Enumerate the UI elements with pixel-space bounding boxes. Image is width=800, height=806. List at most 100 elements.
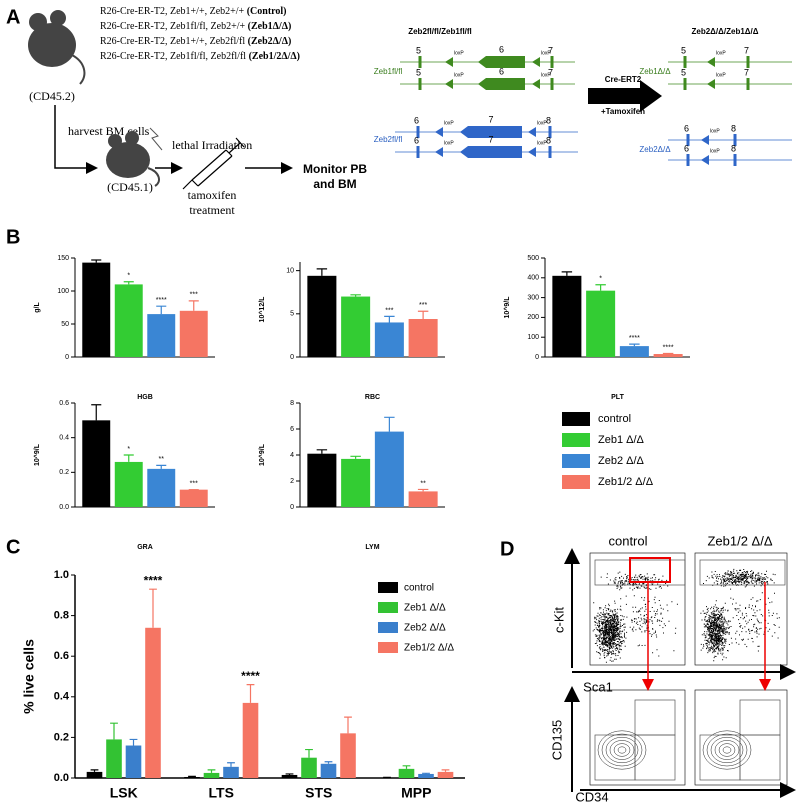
significance: *** <box>190 481 198 488</box>
error-bar <box>90 769 99 772</box>
bar <box>82 262 111 357</box>
legend-swatch <box>562 475 590 489</box>
contour <box>718 743 736 757</box>
monitor-label: Monitor PB <box>303 162 367 176</box>
error-bar <box>149 588 157 628</box>
exon <box>416 146 420 158</box>
diagram-title: Zeb2Δ/Δ/Zeb1Δ/Δ <box>691 27 758 36</box>
bar <box>145 627 161 778</box>
bar <box>281 774 298 778</box>
bar <box>408 491 438 507</box>
exon-label: 6 <box>684 143 689 153</box>
bar <box>340 733 356 778</box>
x-axis-label: PLT <box>611 394 624 401</box>
exon-label: 7 <box>488 114 493 124</box>
flow-events <box>700 568 780 662</box>
loxp-site <box>435 127 443 137</box>
panel-label: A <box>6 6 20 28</box>
legend-label: Zeb1/2 Δ/Δ <box>598 476 654 488</box>
legend-swatch <box>378 642 398 653</box>
y-tick-label: 4 <box>290 452 294 459</box>
y-tick-label: 0.2 <box>59 469 69 476</box>
error-bar <box>207 769 216 773</box>
contour <box>605 736 639 764</box>
bar <box>301 757 317 778</box>
exon <box>548 146 552 158</box>
exon <box>686 154 690 166</box>
legend-swatch <box>562 454 590 468</box>
y-tick-label: 0.6 <box>54 650 69 662</box>
error-bar <box>324 761 333 764</box>
exon-label: 8 <box>731 143 736 153</box>
tamoxifen-label: +Tamoxifen <box>601 107 645 116</box>
x-axis-label: GRA <box>137 544 153 551</box>
exon <box>416 126 420 138</box>
loxp-label: loxP <box>444 140 454 146</box>
genotype-text: R26-Cre-ER-T2, Zeb1fl/fl, Zeb2fl/fl <box>100 51 249 62</box>
bar <box>223 766 239 778</box>
loxp-site <box>445 79 453 89</box>
loxp-site <box>528 147 536 157</box>
significance: **** <box>144 573 163 587</box>
panel-label: C <box>6 536 20 558</box>
exon-label: 8 <box>731 123 736 133</box>
exon <box>733 154 737 166</box>
contour <box>706 733 748 767</box>
legend-label: control <box>598 413 631 425</box>
loxp-label: loxP <box>710 148 720 154</box>
exon-label: 5 <box>681 67 686 77</box>
condition-label: control <box>608 533 647 548</box>
axis-label: CD34 <box>575 789 608 804</box>
error-bar <box>305 748 313 758</box>
error-bar <box>188 300 199 311</box>
gate <box>699 559 786 586</box>
legend-swatch <box>378 622 398 633</box>
loxp-site <box>532 79 540 89</box>
panel-label: D <box>500 538 514 560</box>
contour <box>714 740 740 760</box>
error-bar <box>344 716 352 734</box>
error-bar <box>595 284 606 291</box>
y-tick-label: 100 <box>527 334 539 341</box>
exon-label: 6 <box>499 66 504 76</box>
exon-label: 6 <box>499 44 504 54</box>
x-tick-label: LSK <box>110 785 138 801</box>
y-tick-label: 1.0 <box>54 569 69 581</box>
axis-label: c-Kit <box>551 607 566 633</box>
genotype-text: R26-Cre-ER-T2, Zeb1fl/fl, Zeb2+/+ <box>100 21 248 32</box>
x-axis-label: RBC <box>365 394 380 401</box>
loxp-label: loxP <box>716 50 726 56</box>
exon-label: 5 <box>416 67 421 77</box>
bar <box>114 461 143 507</box>
error-bar <box>91 404 102 421</box>
y-tick-label: 0.2 <box>54 731 69 743</box>
bar <box>586 290 616 357</box>
bar <box>203 772 220 778</box>
x-axis-label: LYM <box>365 544 379 551</box>
bar <box>106 739 122 778</box>
significance: * <box>127 273 130 280</box>
bar <box>147 468 176 507</box>
diagram-title: Zeb2fl/fl/Zeb1fl/fl <box>408 27 472 36</box>
legend-swatch <box>378 602 398 613</box>
y-axis-label: % live cells <box>21 639 37 714</box>
exon <box>686 134 690 146</box>
bar <box>374 431 404 507</box>
loxp-label: loxP <box>444 120 454 126</box>
error-bar <box>441 769 450 772</box>
syringe <box>182 137 245 190</box>
exon-label: 7 <box>488 134 493 144</box>
legend-swatch <box>562 433 590 447</box>
exon <box>418 56 422 68</box>
error-bar <box>350 455 361 459</box>
exon-box <box>460 146 522 158</box>
exon-label: 8 <box>546 115 551 125</box>
gate <box>634 699 676 736</box>
flow-plot <box>589 689 686 786</box>
error-bar <box>316 449 328 454</box>
bar <box>179 489 208 507</box>
bar <box>408 319 438 357</box>
condition-label: Zeb1/2 Δ/Δ <box>707 533 772 548</box>
loxp-site <box>435 147 443 157</box>
